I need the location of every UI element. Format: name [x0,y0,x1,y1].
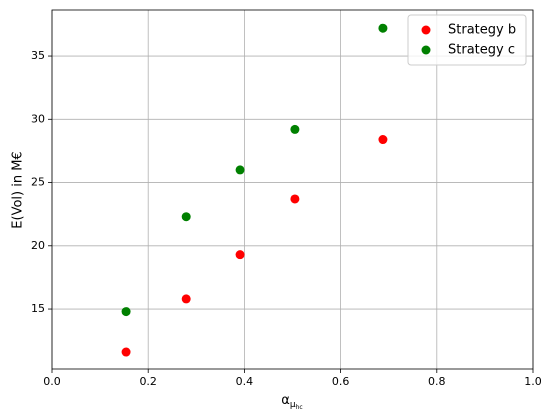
point [235,250,245,260]
x-label-symbol: α [281,393,290,408]
point [378,23,388,33]
point [121,307,131,317]
x-tick-label: 0.4 [236,375,254,388]
legend-box [407,14,527,66]
y-tick-label: 25 [31,176,45,189]
point [181,212,191,222]
x-label-subscript: μ [290,400,296,410]
point [121,347,131,357]
legend-label: Strategy b [448,23,516,38]
point [181,294,191,304]
point [290,124,300,134]
y-tick-label: 30 [31,112,45,125]
x-tick-label: 1.0 [524,375,542,388]
y-tick-label: 35 [31,49,45,62]
y-tick-label: 20 [31,239,45,252]
y-axis-label: E(Vol) in M€ [11,151,26,228]
x-label-sub-subscript: hc [296,404,303,411]
x-tick-label: 0.2 [139,375,157,388]
x-tick-label: 0.6 [332,375,350,388]
x-tick-label: 0.8 [428,375,446,388]
point [235,165,245,175]
point [378,135,388,145]
y-tick-label: 15 [31,302,45,315]
legend-label: Strategy c [448,43,515,58]
x-axis-label: αμhc [281,393,302,411]
legend-marker [421,45,431,55]
legend-marker [421,25,431,35]
point [290,194,300,204]
x-tick-label: 0.0 [43,375,61,388]
plot-frame [51,9,534,370]
